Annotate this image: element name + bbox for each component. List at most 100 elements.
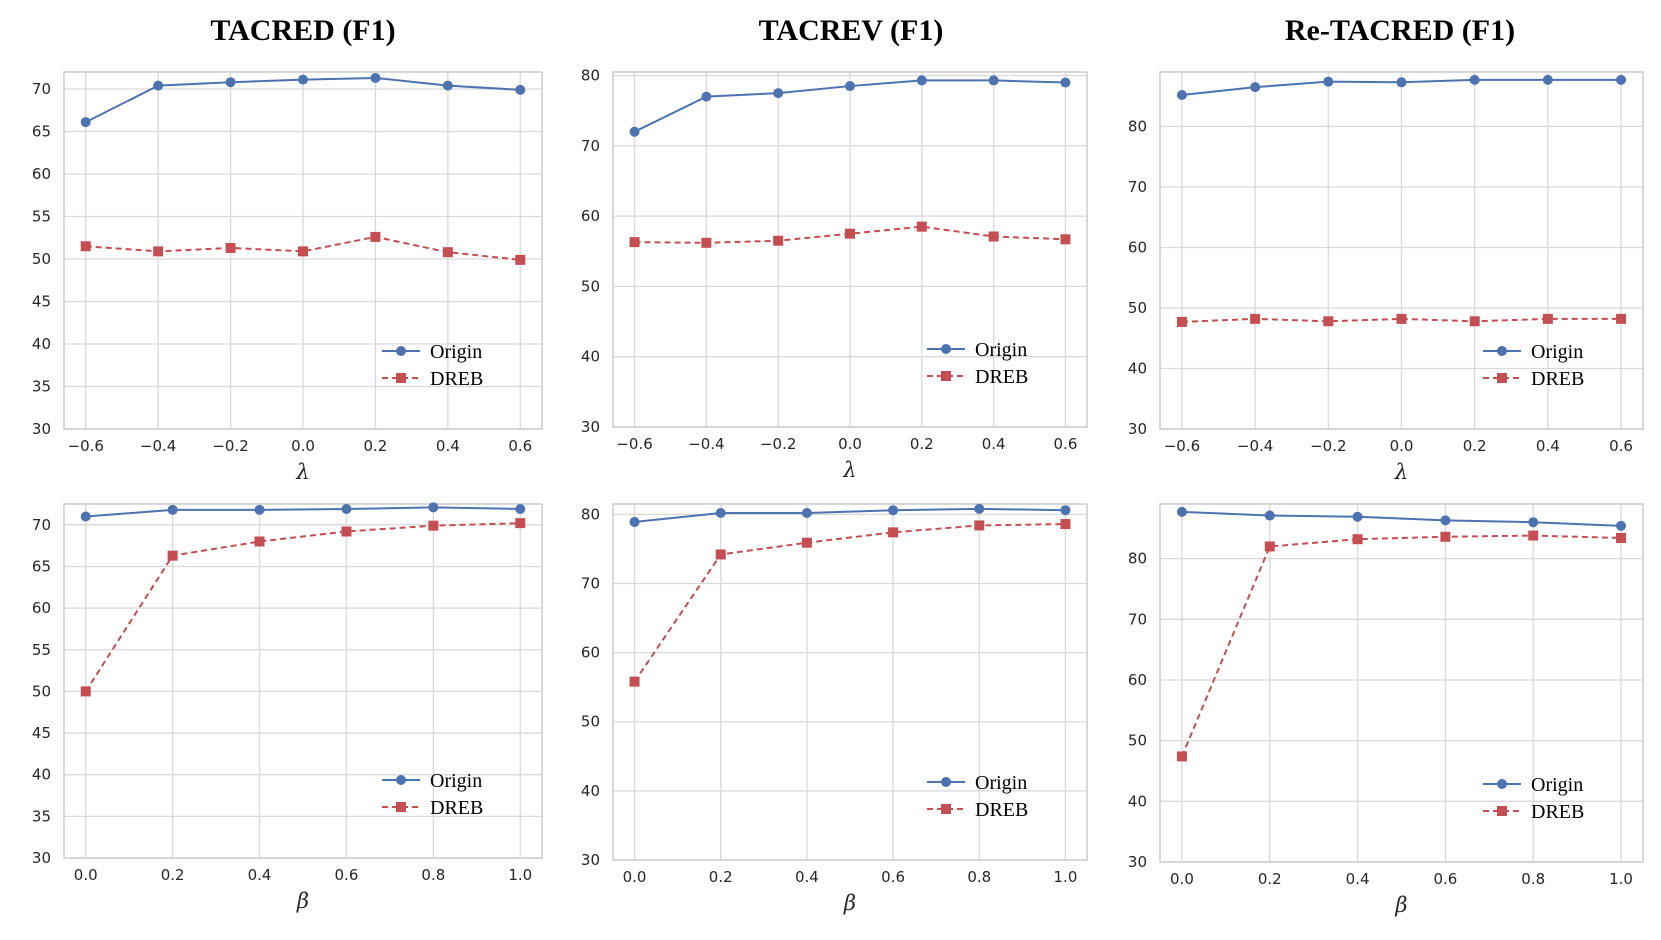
legend-origin-marker [1497,779,1507,789]
y-tick-label: 55 [32,208,51,226]
y-tick-label: 80 [581,67,600,85]
x-tick-label: 0.2 [910,435,934,453]
dreb-point [1060,234,1071,245]
chart-retacred-beta: 0.0 0.2 0.4 0.6 0.8 1.0 30 40 50 60 70 80 β Origin DRE… [1128,503,1644,917]
y-tick-label: 40 [581,348,600,366]
x-tick-label: 0.0 [838,435,862,453]
x-tick-label: 0.2 [1463,437,1487,455]
dreb-point [1616,313,1627,324]
dreb-point [80,686,91,697]
dreb-point [515,254,526,265]
x-axis-label: λ [1394,460,1408,484]
origin-point [888,505,899,516]
title-tacred: TACRED (F1) [210,14,396,47]
x-tick-label: 0.2 [363,437,387,455]
y-tick-label: 70 [1128,178,1147,196]
y-tick-label: 80 [1128,550,1147,568]
dreb-point [974,520,985,531]
legend-dreb-marker [396,802,406,812]
x-tick-label: 0.4 [982,435,1006,453]
series-line-dreb [633,523,1066,683]
chart-retacred-lambda: −0.6 −0.4 −0.2 0.0 0.2 0.4 0.6 30 40 50 60 70 80 λ Ori… [1128,71,1644,484]
x-tick-label: −0.4 [140,437,176,455]
legend-dreb-label: DREB [1531,801,1584,823]
dreb-point [515,518,526,529]
legend: Origin DREB [1483,341,1584,390]
origin-point [715,507,726,518]
y-tick-label: 70 [32,516,51,534]
dreb-point [1469,316,1480,327]
legend-origin-label: Origin [975,339,1027,361]
legend-dreb-marker [396,373,406,383]
plot-frame [1159,503,1644,863]
y-tick-label: 30 [32,420,51,438]
legend: Origin DREB [1483,774,1584,823]
origin-point [974,503,985,514]
y-tick-label: 60 [581,644,600,662]
origin-point [629,126,640,137]
dreb-point [1528,530,1539,541]
dreb-point [298,246,308,257]
origin-point [254,504,265,515]
y-tick-label: 35 [32,378,51,396]
origin-point [1250,82,1261,93]
series-line-origin [85,506,521,518]
legend-dreb-label: DREB [430,368,483,390]
dreb-point [442,247,453,258]
x-axis-label: λ [842,458,856,482]
origin-point [1176,89,1187,100]
legend-dreb-marker [1497,806,1507,816]
legend-dreb-marker [941,804,951,814]
dreb-point [845,228,855,239]
x-tick-label: 0.4 [436,437,460,455]
dreb-point [701,237,712,248]
chart-tacrev-lambda: −0.6 −0.4 −0.2 0.0 0.2 0.4 0.6 30 40 50 60 70 80 λ Ori… [581,67,1088,482]
origin-point [341,503,352,514]
dreb-point [167,550,178,561]
x-tick-label: 0.4 [1536,437,1560,455]
origin-point [1396,77,1407,88]
origin-point [629,516,640,527]
dreb-point [629,237,640,248]
origin-point [370,72,381,83]
legend-origin-label: Origin [430,341,482,363]
x-tick-label: −0.4 [688,435,724,453]
y-tick-label: 70 [1128,610,1147,628]
plot-frame [63,503,543,859]
y-tick-label: 60 [32,599,51,617]
x-tick-label: 0.0 [74,866,98,884]
y-tick-label: 30 [32,849,51,867]
origin-point [225,77,236,88]
origin-point [428,502,439,513]
origin-point [1616,74,1627,85]
dreb-point [370,231,381,242]
legend-origin-marker [396,346,406,356]
y-tick-label: 30 [1128,853,1147,871]
dreb-point [1176,316,1187,327]
legend-origin-label: Origin [430,770,482,792]
dreb-point [1440,531,1451,542]
y-tick-label: 80 [1128,117,1147,135]
dreb-point [341,526,352,537]
y-tick-label: 50 [1128,299,1147,317]
chart-tacred-beta: 0.0 0.2 0.4 0.6 0.8 1.0 30 35 40 45 50 55 60 65 70 β Ori… [32,502,543,913]
dreb-point [715,549,726,560]
origin-point [167,504,178,515]
y-tick-label: 80 [581,505,600,523]
x-tick-label: 0.6 [1054,435,1078,453]
origin-point [1440,515,1451,526]
plot-frame [1159,71,1644,430]
origin-point [1060,505,1071,516]
dreb-point [1616,532,1627,543]
plot-frame [63,71,543,430]
y-tick-label: 30 [581,418,600,436]
chart-tacrev-beta: 0.0 0.2 0.4 0.6 0.8 1.0 30 40 50 60 70 80 β Origin DRE… [581,503,1088,915]
dreb-point [254,536,265,547]
x-axis-label: β [843,891,856,915]
dreb-point [916,221,927,232]
origin-point [1060,77,1071,88]
series-line-origin [634,507,1066,523]
x-tick-label: 0.4 [248,866,272,884]
x-tick-label: 0.4 [795,868,819,886]
plot-frame [612,503,1088,861]
